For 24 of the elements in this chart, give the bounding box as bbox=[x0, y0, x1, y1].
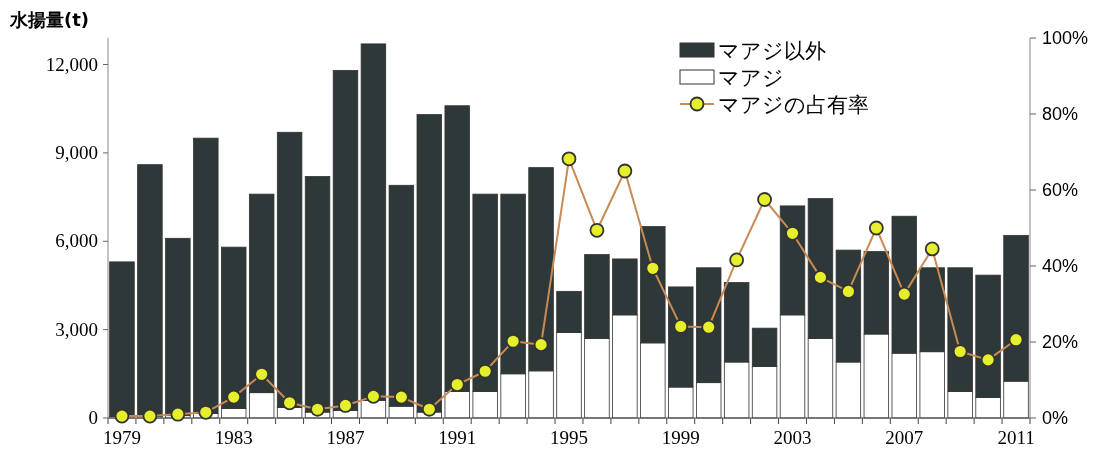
x-tick-label: 1995 bbox=[550, 427, 588, 448]
y-tick-label: 3,000 bbox=[55, 318, 98, 340]
y2-tick-label: 0% bbox=[1042, 408, 1069, 428]
y-axis-title: 水揚量(t) bbox=[9, 9, 90, 30]
y-tick-label: 9,000 bbox=[55, 141, 98, 163]
x-tick-label: 1991 bbox=[438, 427, 477, 448]
y-tick-label: 12,000 bbox=[45, 53, 98, 75]
x-tick-label: 1987 bbox=[326, 427, 365, 448]
y2-tick-label: 20% bbox=[1042, 332, 1079, 352]
y-tick-label: 6,000 bbox=[55, 230, 98, 252]
y2-tick-label: 60% bbox=[1042, 180, 1079, 200]
y2-tick-label: 40% bbox=[1042, 256, 1079, 276]
legend-label: マアジ bbox=[718, 66, 784, 90]
y-tick-label: 0 bbox=[88, 407, 98, 428]
x-tick-label: 2007 bbox=[885, 427, 924, 448]
x-tick-label: 2003 bbox=[773, 427, 812, 448]
x-tick-label: 1999 bbox=[661, 427, 700, 448]
x-tick-label: 1979 bbox=[102, 427, 141, 448]
y2-tick-label: 80% bbox=[1042, 104, 1079, 124]
legend-label: マアジ以外 bbox=[718, 39, 826, 63]
y2-tick-label: 100% bbox=[1042, 28, 1089, 48]
x-tick-label: 1983 bbox=[214, 427, 253, 448]
legend-label: マアジの占有率 bbox=[718, 93, 869, 117]
x-tick-label: 2011 bbox=[997, 427, 1035, 448]
